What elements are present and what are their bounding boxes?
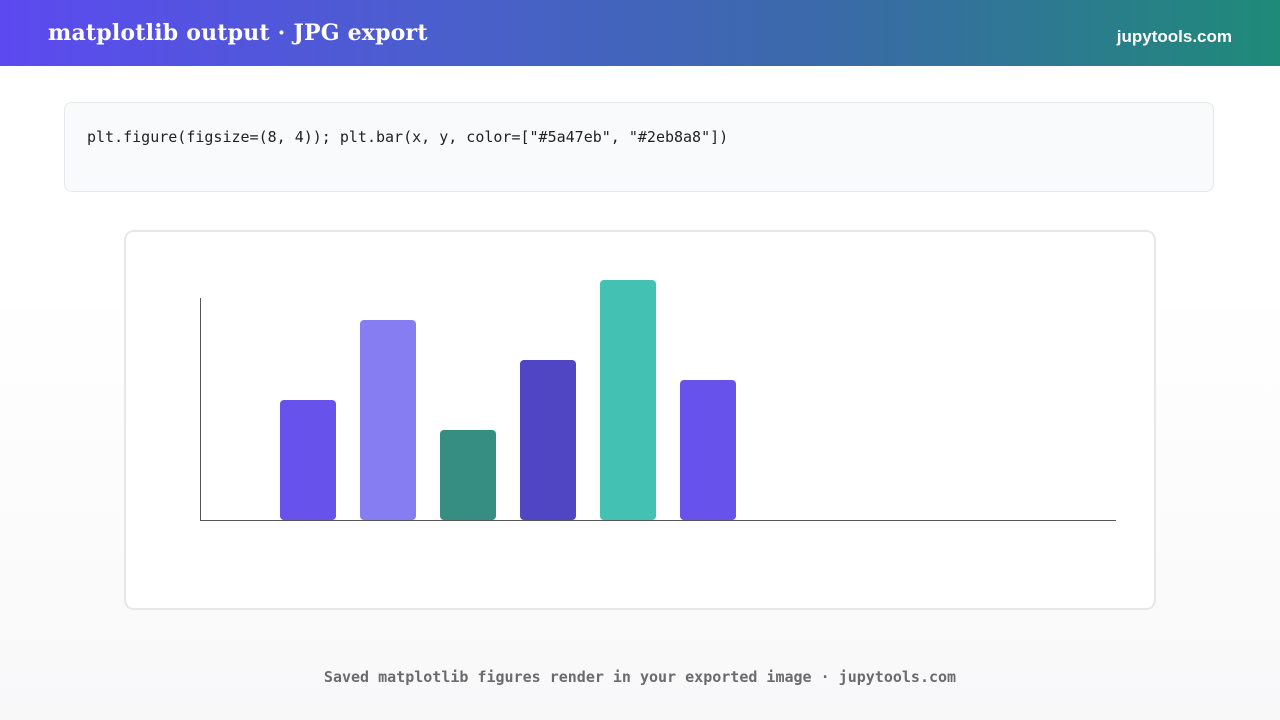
code-text: plt.figure(figsize=(8, 4)); plt.bar(x, y… (87, 128, 729, 146)
bar-1 (280, 400, 336, 520)
bar-6 (680, 380, 736, 520)
page-title: matplotlib output · JPG export (48, 20, 428, 46)
bar-chart (200, 280, 1116, 521)
bar-4 (520, 360, 576, 520)
brand-link[interactable]: jupytools.com (1116, 27, 1232, 46)
bar-5 (600, 280, 656, 520)
header-bar: matplotlib output · JPG export jupytools… (0, 0, 1280, 66)
code-cell[interactable]: plt.figure(figsize=(8, 4)); plt.bar(x, y… (64, 102, 1214, 192)
footer-caption: Saved matplotlib figures render in your … (323, 668, 957, 686)
chart-output (124, 230, 1156, 610)
bars-group (280, 280, 736, 520)
bar-3 (440, 430, 496, 520)
bar-2 (360, 320, 416, 520)
